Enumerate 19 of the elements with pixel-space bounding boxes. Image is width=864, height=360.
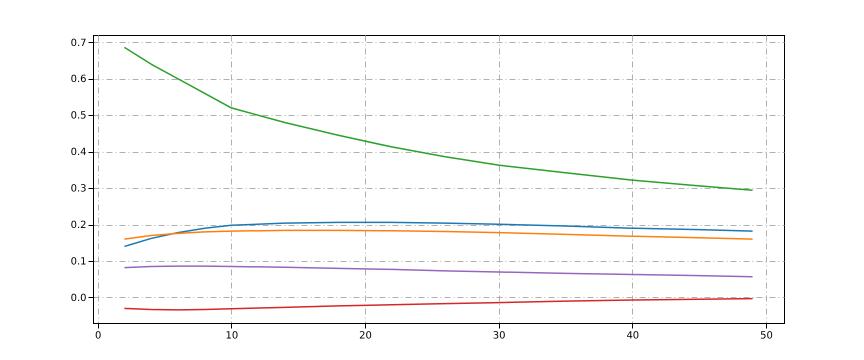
y-tick-label: 0.1: [70, 256, 86, 268]
y-tick-label: 0.7: [70, 38, 86, 49]
y-tick-label: 0.6: [70, 74, 86, 86]
x-tick-label: 0: [94, 330, 102, 342]
line-series: [124, 230, 754, 240]
y-tick-label: 0.5: [70, 110, 86, 122]
x-tick-label: 10: [225, 330, 238, 342]
y-tick-label: 0.2: [70, 220, 86, 232]
x-tick-label: 30: [492, 330, 506, 342]
y-tick-label: 0.0: [70, 292, 86, 304]
x-tick-label: 50: [760, 330, 773, 342]
line-series: [124, 265, 754, 278]
y-tick-label: 0.3: [70, 184, 86, 195]
x-tick-label: 40: [626, 330, 640, 342]
line-series: [124, 298, 754, 311]
line-series: [124, 222, 754, 248]
y-tick-label: 0.4: [70, 147, 86, 158]
line-series: [124, 46, 754, 192]
x-tick-label: 20: [359, 330, 372, 342]
